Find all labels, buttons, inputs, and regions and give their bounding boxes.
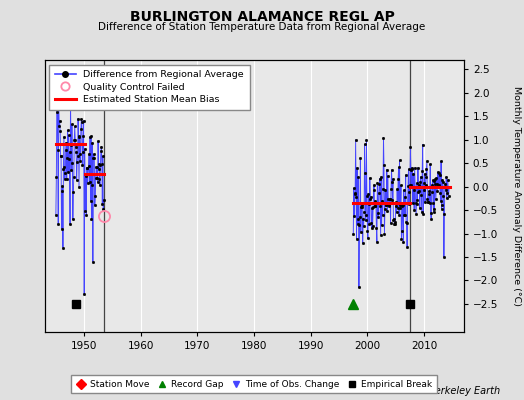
Difference from Regional Average xyxy=(101,198,107,202)
Text: BURLINGTON ALAMANCE REGL AP: BURLINGTON ALAMANCE REGL AP xyxy=(129,10,395,24)
Difference from Regional Average xyxy=(91,155,97,160)
Text: Berkeley Earth: Berkeley Earth xyxy=(428,386,500,396)
Difference from Regional Average xyxy=(81,292,88,297)
Y-axis label: Monthly Temperature Anomaly Difference (°C): Monthly Temperature Anomaly Difference (… xyxy=(512,86,521,306)
Difference from Regional Average xyxy=(63,140,69,145)
Legend: Station Move, Record Gap, Time of Obs. Change, Empirical Break: Station Move, Record Gap, Time of Obs. C… xyxy=(71,376,437,394)
Legend: Difference from Regional Average, Quality Control Failed, Estimated Station Mean: Difference from Regional Average, Qualit… xyxy=(49,65,249,110)
Line: Difference from Regional Average: Difference from Regional Average xyxy=(54,98,105,296)
Difference from Regional Average xyxy=(62,176,68,181)
Difference from Regional Average xyxy=(53,212,59,217)
Text: Difference of Station Temperature Data from Regional Average: Difference of Station Temperature Data f… xyxy=(99,22,425,32)
Difference from Regional Average xyxy=(95,139,101,144)
Difference from Regional Average xyxy=(88,198,94,203)
Difference from Regional Average xyxy=(75,116,81,121)
Difference from Regional Average xyxy=(68,97,74,102)
